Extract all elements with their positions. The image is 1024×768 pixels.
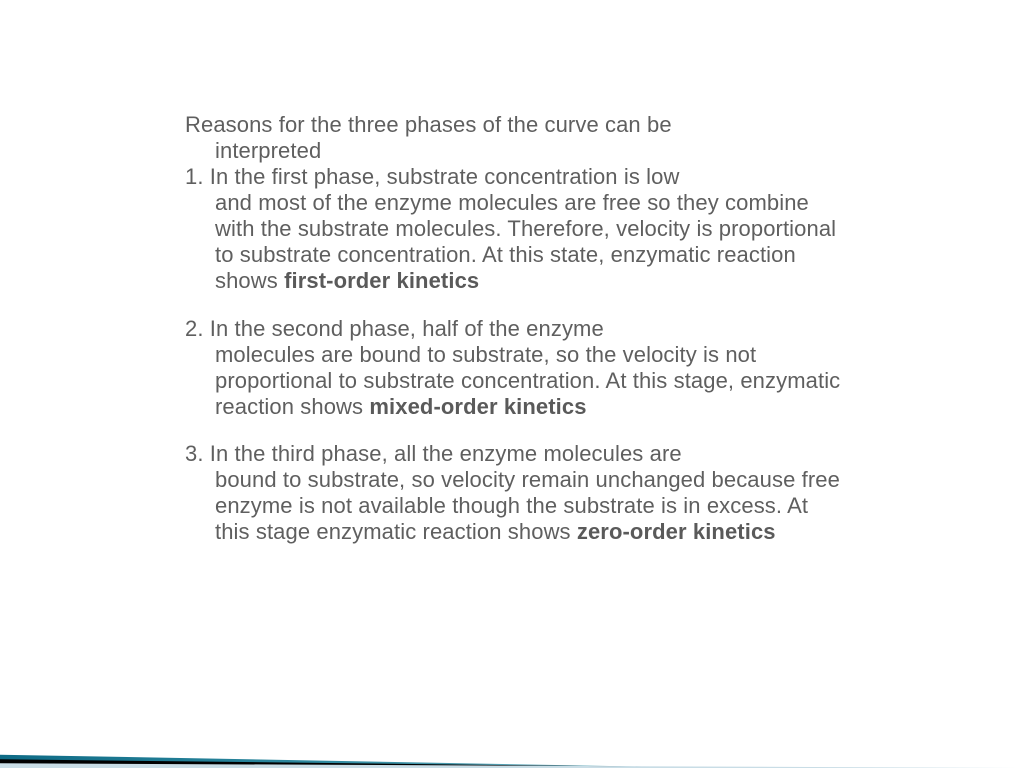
phase-1-bold: first-order kinetics — [284, 268, 479, 293]
corner-decoration — [0, 628, 1024, 768]
heading-line-2: interpreted — [185, 138, 845, 164]
phase-3-body-wrap: bound to substrate, so velocity remain u… — [185, 467, 845, 545]
phase-2-body-wrap: molecules are bound to substrate, so the… — [185, 342, 845, 420]
phase-2-paragraph: 2. In the second phase, half of the enzy… — [185, 316, 845, 420]
decor-triangle-2 — [0, 763, 1024, 768]
slide-text-content: Reasons for the three phases of the curv… — [185, 112, 845, 567]
phase-2-bold: mixed-order kinetics — [369, 394, 586, 419]
phase-2-lead: 2. In the second phase, half of the enzy… — [185, 316, 845, 342]
decor-triangle-0 — [0, 755, 720, 768]
phase-1-lead: 1. In the first phase, substrate concent… — [185, 164, 845, 190]
slide: Reasons for the three phases of the curv… — [0, 0, 1024, 768]
decor-triangle-1 — [0, 759, 760, 768]
phase-3-paragraph: 3. In the third phase, all the enzyme mo… — [185, 441, 845, 545]
decor-triangles — [0, 755, 1024, 768]
heading-line-1: Reasons for the three phases of the curv… — [185, 112, 845, 138]
phase-1-paragraph: 1. In the first phase, substrate concent… — [185, 164, 845, 294]
heading-block: Reasons for the three phases of the curv… — [185, 112, 845, 164]
phase-3-bold: zero-order kinetics — [577, 519, 776, 544]
phase-3-lead: 3. In the third phase, all the enzyme mo… — [185, 441, 845, 467]
phase-1-body-wrap: and most of the enzyme molecules are fre… — [185, 190, 845, 294]
